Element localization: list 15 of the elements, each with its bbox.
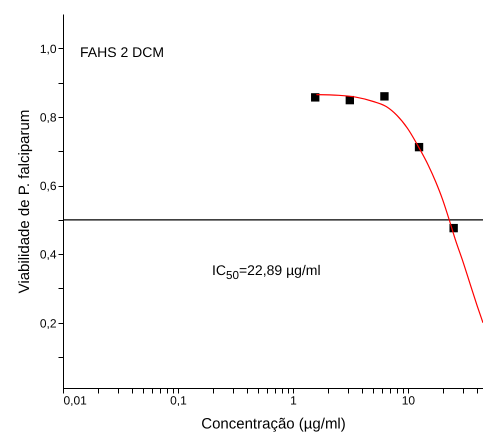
y-tick-label: 0,6 [40, 179, 57, 194]
x-tick-label: 0,01 [64, 394, 88, 408]
annotation: IC$_{50}$=22,89 µg/ml [212, 262, 321, 282]
x-tick-label: 10 [402, 394, 416, 408]
x-axis-title: Concentração (µg/ml) [201, 416, 346, 432]
y-tick-label: 0,8 [40, 110, 57, 124]
x-tick-label: 1 [290, 394, 298, 408]
x-tick-label: 0,1 [170, 394, 188, 408]
y-tick-label: 1,0 [40, 42, 57, 56]
point [311, 93, 320, 102]
annotation: FAHS 2 DCM [80, 44, 164, 60]
y-tick-label: 0,4 [40, 248, 57, 262]
y-tick-label: 0,2 [40, 316, 57, 330]
y-axis-title: Viabilidade de P. falciparum [16, 110, 33, 294]
point [380, 92, 389, 101]
